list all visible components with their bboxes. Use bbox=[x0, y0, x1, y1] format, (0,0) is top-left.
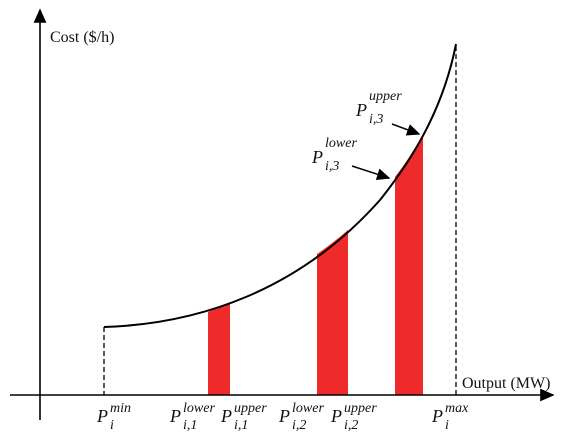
svg-text:i,2: i,2 bbox=[344, 418, 358, 433]
svg-text:P: P bbox=[330, 406, 342, 426]
svg-text:upper: upper bbox=[369, 89, 402, 104]
svg-text:upper: upper bbox=[344, 401, 377, 416]
p-min-label: P min i bbox=[96, 401, 131, 433]
p-i1-upper-label: P upper i,1 bbox=[220, 401, 267, 433]
svg-text:upper: upper bbox=[234, 401, 267, 416]
p-i1-lower-label: P lower i,1 bbox=[169, 401, 215, 433]
p-i3-lower-arrow bbox=[351, 165, 391, 181]
svg-text:i: i bbox=[110, 418, 114, 433]
svg-text:P: P bbox=[96, 406, 108, 426]
svg-text:P: P bbox=[431, 406, 443, 426]
svg-text:i,2: i,2 bbox=[292, 418, 306, 433]
zone-1 bbox=[208, 302, 230, 395]
svg-text:min: min bbox=[110, 401, 131, 416]
y-axis-label: Cost ($/h) bbox=[50, 29, 114, 46]
svg-text:P: P bbox=[169, 406, 181, 426]
svg-text:max: max bbox=[445, 401, 469, 416]
operating-zones bbox=[208, 134, 423, 395]
svg-text:lower: lower bbox=[292, 401, 324, 416]
svg-text:i,3: i,3 bbox=[325, 159, 339, 174]
zone-2 bbox=[317, 230, 348, 395]
svg-text:i,3: i,3 bbox=[369, 112, 383, 127]
x-axis-label: Output (MW) bbox=[462, 375, 550, 392]
svg-text:lower: lower bbox=[325, 136, 357, 151]
svg-text:P: P bbox=[220, 406, 232, 426]
p-i3-upper-arrow bbox=[391, 123, 421, 136]
svg-text:i: i bbox=[445, 418, 449, 433]
svg-text:i,1: i,1 bbox=[234, 418, 248, 433]
svg-text:P: P bbox=[311, 147, 323, 167]
p-i2-upper-label: P upper i,2 bbox=[330, 401, 377, 433]
zone-3 bbox=[395, 134, 423, 395]
svg-text:lower: lower bbox=[183, 401, 215, 416]
p-i3-lower-label: P lower i,3 bbox=[311, 136, 357, 174]
p-max-label: P max i bbox=[431, 401, 469, 433]
svg-text:i,1: i,1 bbox=[183, 418, 197, 433]
p-i3-upper-label: P upper i,3 bbox=[355, 89, 402, 127]
cost-curve bbox=[103, 43, 457, 328]
svg-text:P: P bbox=[278, 406, 290, 426]
svg-text:P: P bbox=[355, 100, 367, 120]
p-i2-lower-label: P lower i,2 bbox=[278, 401, 324, 433]
